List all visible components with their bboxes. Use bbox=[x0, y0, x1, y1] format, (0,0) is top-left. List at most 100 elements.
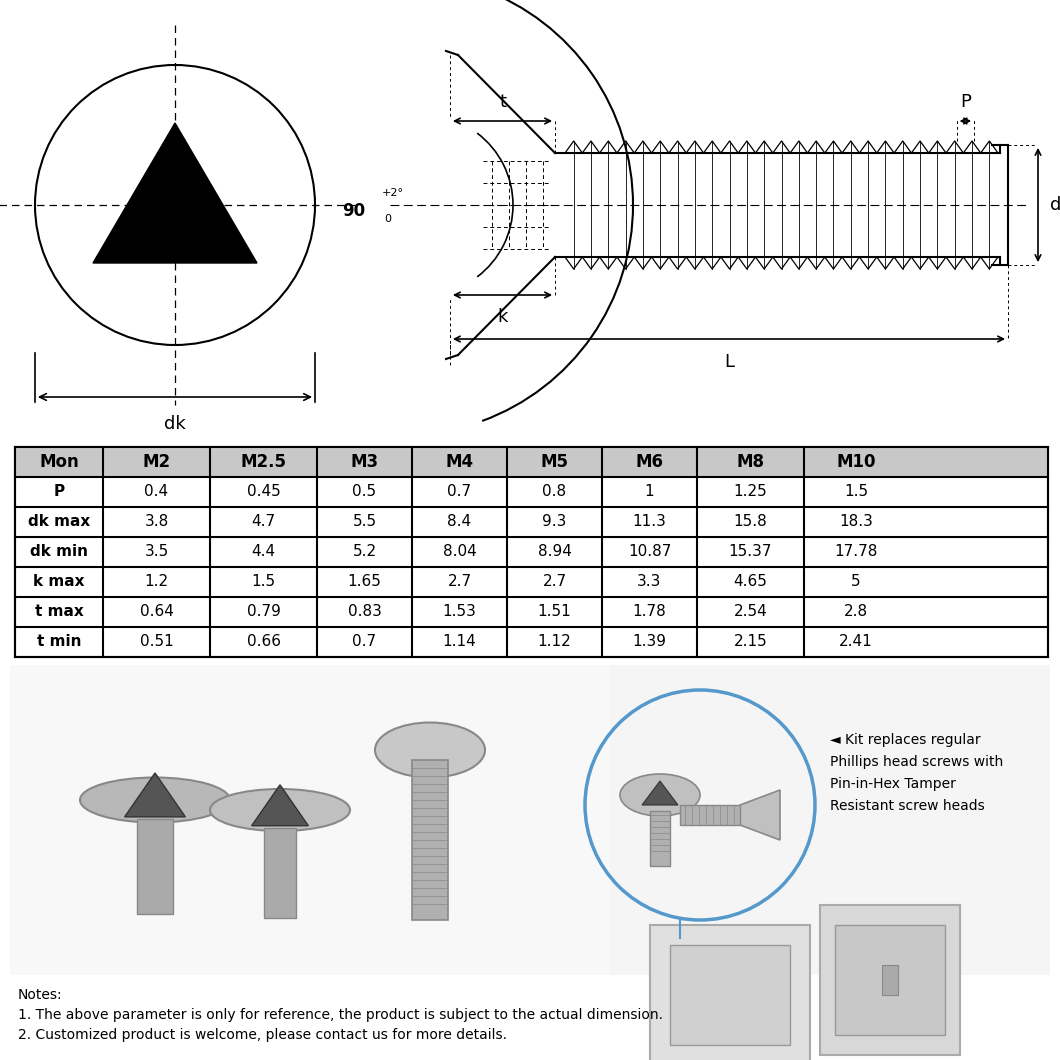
Text: 1: 1 bbox=[644, 484, 654, 499]
Bar bbox=[610, 665, 1050, 975]
Ellipse shape bbox=[210, 789, 350, 831]
Bar bbox=[670, 946, 790, 1045]
Text: 2. Customized product is welcome, please contact us for more details.: 2. Customized product is welcome, please… bbox=[18, 1028, 507, 1042]
Text: 1.2: 1.2 bbox=[144, 575, 169, 589]
Text: M2.5: M2.5 bbox=[241, 453, 286, 471]
Text: 1.51: 1.51 bbox=[537, 604, 571, 619]
Text: 4.4: 4.4 bbox=[251, 545, 276, 560]
Polygon shape bbox=[251, 784, 308, 826]
Bar bbox=[882, 965, 898, 995]
Text: dk max: dk max bbox=[28, 514, 90, 530]
Text: 5.5: 5.5 bbox=[352, 514, 376, 530]
Text: 0: 0 bbox=[384, 214, 391, 224]
Text: 1.65: 1.65 bbox=[348, 575, 382, 589]
Text: t: t bbox=[499, 93, 506, 111]
Bar bbox=[15, 447, 1048, 477]
Text: 17.78: 17.78 bbox=[834, 545, 878, 560]
Text: 0.64: 0.64 bbox=[140, 604, 174, 619]
Text: 1.25: 1.25 bbox=[734, 484, 767, 499]
Bar bbox=[15, 447, 1048, 657]
Text: 4.65: 4.65 bbox=[734, 575, 767, 589]
Text: t min: t min bbox=[37, 635, 82, 650]
Text: 1. The above parameter is only for reference, the product is subject to the actu: 1. The above parameter is only for refer… bbox=[18, 1008, 662, 1022]
Polygon shape bbox=[93, 123, 257, 263]
Text: 11.3: 11.3 bbox=[633, 514, 667, 530]
Text: M3: M3 bbox=[351, 453, 378, 471]
Text: 2.7: 2.7 bbox=[543, 575, 566, 589]
Bar bbox=[412, 760, 448, 920]
Bar bbox=[10, 665, 609, 975]
Text: 2.15: 2.15 bbox=[734, 635, 767, 650]
Text: M6: M6 bbox=[636, 453, 664, 471]
Text: 1.5: 1.5 bbox=[844, 484, 868, 499]
Text: 90: 90 bbox=[342, 202, 365, 220]
Text: 3.8: 3.8 bbox=[144, 514, 169, 530]
Text: 15.8: 15.8 bbox=[734, 514, 767, 530]
Text: 5.2: 5.2 bbox=[352, 545, 376, 560]
Text: 15.37: 15.37 bbox=[729, 545, 773, 560]
Bar bbox=[681, 805, 740, 825]
Bar bbox=[820, 905, 960, 1055]
Text: Pin-in-Hex Tamper: Pin-in-Hex Tamper bbox=[830, 777, 956, 791]
Text: Phillips head screws with: Phillips head screws with bbox=[830, 755, 1003, 768]
Text: 18.3: 18.3 bbox=[840, 514, 873, 530]
Text: M4: M4 bbox=[445, 453, 474, 471]
Text: L: L bbox=[724, 353, 734, 371]
Text: 0.79: 0.79 bbox=[247, 604, 281, 619]
Text: 1.39: 1.39 bbox=[633, 635, 667, 650]
Text: Mon: Mon bbox=[39, 453, 78, 471]
Text: 2.7: 2.7 bbox=[447, 575, 472, 589]
Text: 1.5: 1.5 bbox=[251, 575, 276, 589]
Text: dk min: dk min bbox=[30, 545, 88, 560]
Text: 0.7: 0.7 bbox=[352, 635, 376, 650]
Text: 0.51: 0.51 bbox=[140, 635, 174, 650]
Text: 0.5: 0.5 bbox=[352, 484, 376, 499]
Text: M10: M10 bbox=[836, 453, 876, 471]
Text: 0.45: 0.45 bbox=[247, 484, 281, 499]
Text: 9.3: 9.3 bbox=[543, 514, 567, 530]
Bar bbox=[650, 811, 670, 866]
Text: k max: k max bbox=[33, 575, 85, 589]
Text: P: P bbox=[960, 93, 971, 111]
Bar bbox=[264, 828, 296, 918]
Text: 0.66: 0.66 bbox=[247, 635, 281, 650]
Bar bbox=[137, 818, 173, 914]
Text: 8.94: 8.94 bbox=[537, 545, 571, 560]
Text: M2: M2 bbox=[142, 453, 171, 471]
Text: 2.8: 2.8 bbox=[844, 604, 868, 619]
Ellipse shape bbox=[620, 774, 700, 816]
Text: Notes:: Notes: bbox=[18, 988, 63, 1002]
Bar bbox=[650, 925, 810, 1060]
Text: 2.41: 2.41 bbox=[840, 635, 872, 650]
Ellipse shape bbox=[375, 723, 485, 777]
Text: 8.04: 8.04 bbox=[443, 545, 476, 560]
Text: 1.78: 1.78 bbox=[633, 604, 667, 619]
Text: 0.8: 0.8 bbox=[543, 484, 566, 499]
Text: ◄ Kit replaces regular: ◄ Kit replaces regular bbox=[830, 734, 980, 747]
Text: 3.3: 3.3 bbox=[637, 575, 661, 589]
Text: k: k bbox=[497, 308, 508, 326]
Text: 0.4: 0.4 bbox=[144, 484, 169, 499]
Text: 10.87: 10.87 bbox=[628, 545, 671, 560]
Text: 1.12: 1.12 bbox=[537, 635, 571, 650]
Text: 4.7: 4.7 bbox=[251, 514, 276, 530]
Text: Resistant screw heads: Resistant screw heads bbox=[830, 799, 985, 813]
Text: 5: 5 bbox=[851, 575, 861, 589]
Text: +2°: +2° bbox=[382, 188, 404, 198]
Text: M5: M5 bbox=[541, 453, 568, 471]
Text: 0.83: 0.83 bbox=[348, 604, 382, 619]
Text: M8: M8 bbox=[737, 453, 764, 471]
Text: 1.53: 1.53 bbox=[443, 604, 476, 619]
Text: d: d bbox=[1050, 196, 1060, 214]
Text: 1.14: 1.14 bbox=[443, 635, 476, 650]
Text: dk: dk bbox=[164, 416, 186, 432]
Text: 0.7: 0.7 bbox=[447, 484, 472, 499]
Text: t max: t max bbox=[35, 604, 84, 619]
Text: 8.4: 8.4 bbox=[447, 514, 472, 530]
Polygon shape bbox=[740, 790, 780, 840]
Text: 2.54: 2.54 bbox=[734, 604, 767, 619]
Text: 3.5: 3.5 bbox=[144, 545, 169, 560]
Polygon shape bbox=[642, 781, 678, 805]
Polygon shape bbox=[125, 773, 186, 817]
Text: P: P bbox=[53, 484, 65, 499]
